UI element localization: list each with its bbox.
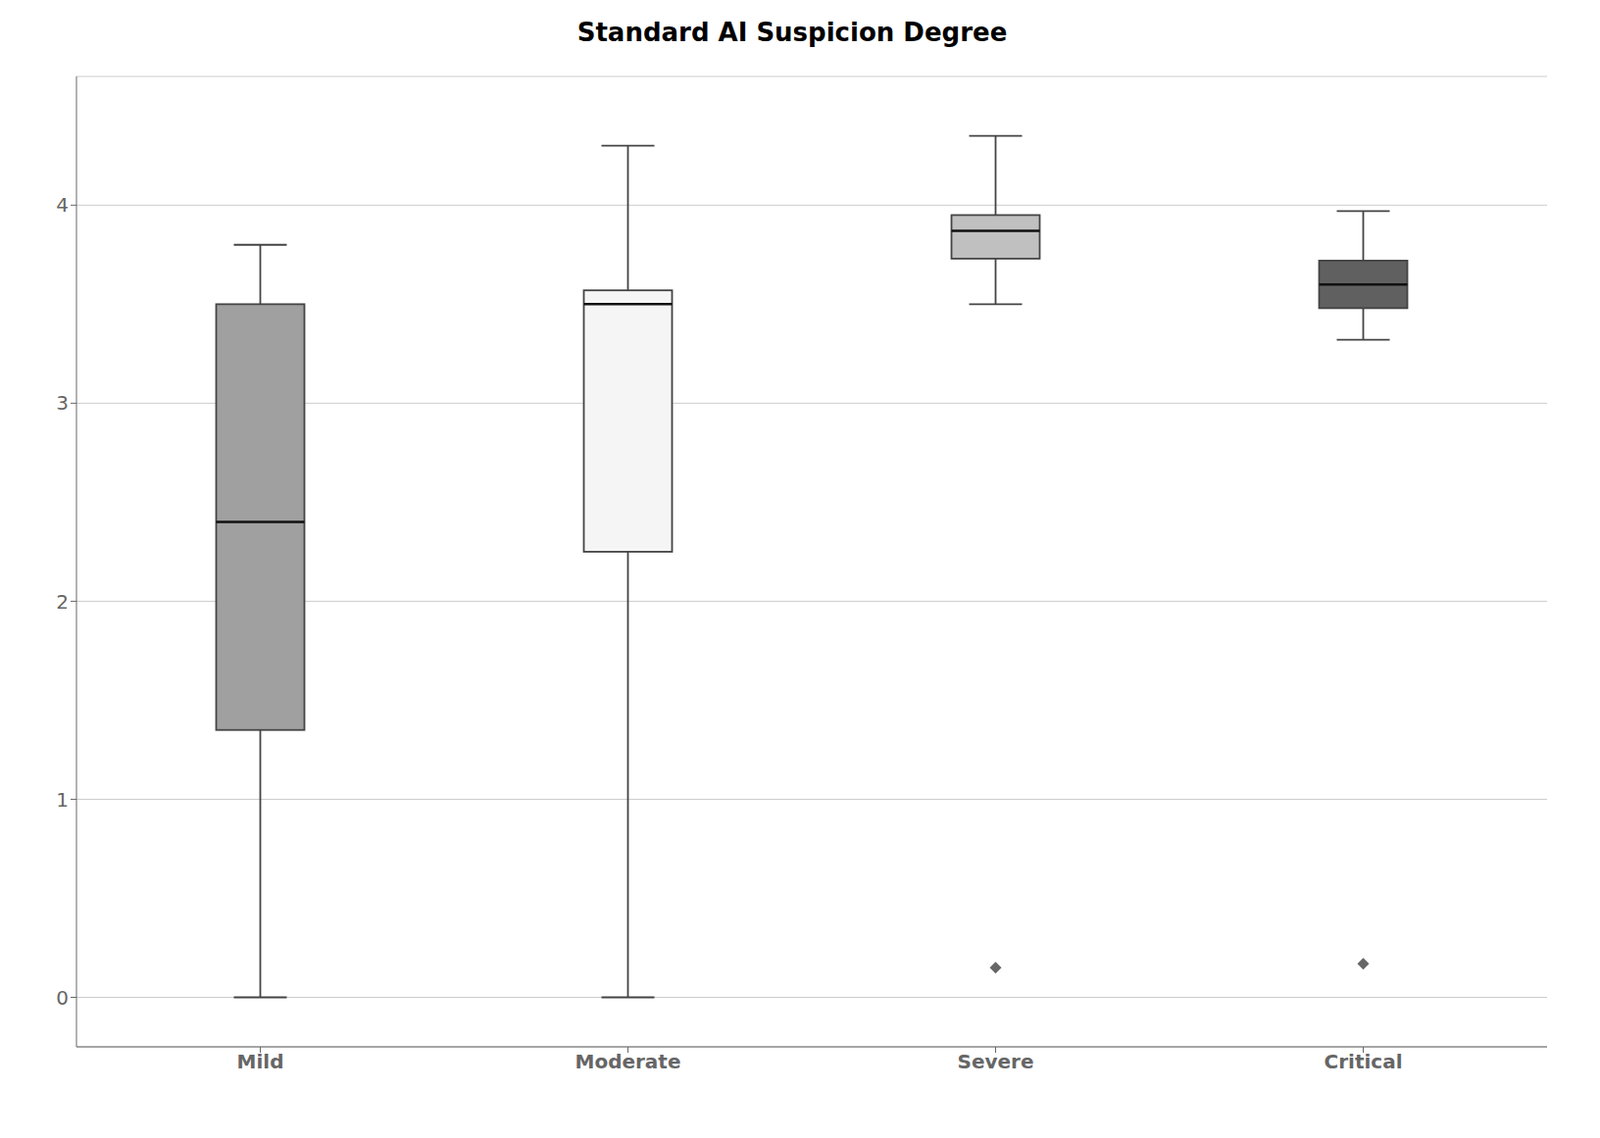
svg-text:Moderate: Moderate: [574, 1050, 681, 1074]
svg-text:4: 4: [55, 193, 69, 217]
svg-text:Severe: Severe: [957, 1050, 1035, 1074]
svg-text:Mild: Mild: [237, 1050, 285, 1074]
svg-text:Critical: Critical: [1323, 1050, 1402, 1074]
html-text:Standard AI Suspicion Degree: Standard AI Suspicion Degree: [577, 17, 1008, 48]
svg-text:0: 0: [55, 986, 69, 1010]
svg-text:2: 2: [55, 590, 69, 614]
svg-text:1: 1: [55, 788, 69, 812]
svg-text:3: 3: [55, 391, 69, 415]
